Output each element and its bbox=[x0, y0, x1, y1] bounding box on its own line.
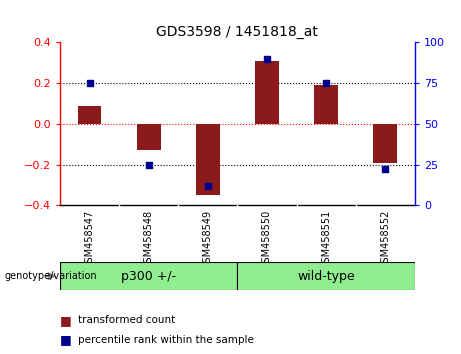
Bar bbox=[77, 105, 101, 124]
Bar bbox=[255, 61, 279, 124]
Text: GSM458551: GSM458551 bbox=[321, 210, 331, 269]
Bar bbox=[314, 85, 338, 124]
Text: GSM458547: GSM458547 bbox=[84, 210, 95, 269]
Text: wild-type: wild-type bbox=[297, 270, 355, 282]
Text: transformed count: transformed count bbox=[78, 315, 176, 325]
Point bbox=[263, 56, 271, 62]
Bar bbox=[196, 124, 219, 195]
Point bbox=[322, 80, 330, 86]
Bar bbox=[60, 262, 237, 290]
Point bbox=[382, 167, 389, 172]
Point bbox=[145, 162, 152, 167]
Text: genotype/variation: genotype/variation bbox=[5, 271, 97, 281]
Text: GSM458550: GSM458550 bbox=[262, 210, 272, 269]
Text: GSM458552: GSM458552 bbox=[380, 210, 390, 269]
Point bbox=[204, 183, 212, 189]
Bar bbox=[137, 124, 160, 150]
Text: GSM458549: GSM458549 bbox=[203, 210, 213, 269]
Bar bbox=[373, 124, 397, 162]
Text: ■: ■ bbox=[60, 333, 71, 346]
Text: ■: ■ bbox=[60, 314, 71, 327]
Point bbox=[86, 80, 93, 86]
Bar bbox=[237, 262, 415, 290]
Text: GSM458548: GSM458548 bbox=[144, 210, 154, 269]
Text: percentile rank within the sample: percentile rank within the sample bbox=[78, 335, 254, 345]
Title: GDS3598 / 1451818_at: GDS3598 / 1451818_at bbox=[156, 25, 319, 39]
Text: p300 +/-: p300 +/- bbox=[121, 270, 176, 282]
